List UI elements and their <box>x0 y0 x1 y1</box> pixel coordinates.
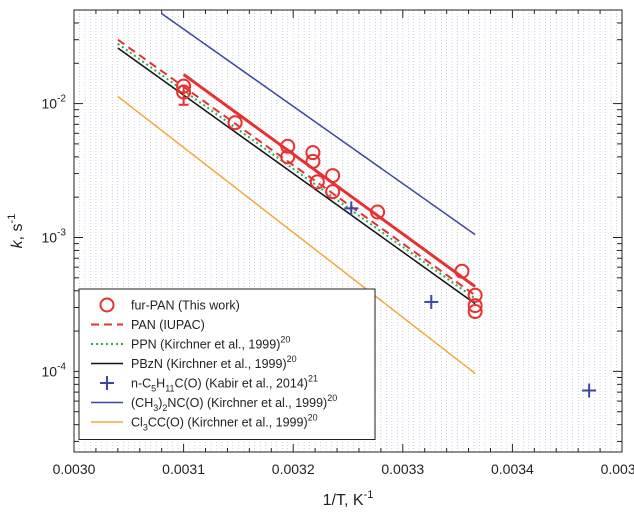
x-tick-label: 0.0032 <box>272 461 315 477</box>
legend-formula-part: ) <box>158 396 162 410</box>
data-point-plus <box>582 383 597 398</box>
data-point-circle <box>467 298 483 314</box>
data-point-circle <box>176 84 192 100</box>
data-point-circle <box>305 153 321 169</box>
x-axis-title-exp: -1 <box>364 489 374 501</box>
data-point-circle <box>454 263 470 279</box>
legend-formula-subscript: 5 <box>151 384 156 394</box>
y-tick-exponent: -2 <box>57 94 66 105</box>
x-tick-label: 0.0035 <box>601 461 634 477</box>
y-tick-base: 10 <box>42 96 58 112</box>
data-point-circle <box>325 168 341 184</box>
series-line-6 <box>161 12 476 236</box>
legend-formula-part: H <box>156 377 165 391</box>
legend-formula-part: C(O) <box>175 377 202 391</box>
legend-label-text: (Kirchner et al., 1999) <box>184 416 308 430</box>
error-bar <box>178 86 189 106</box>
legend-formula-part: n-C <box>131 377 151 391</box>
legend-formula-part: Cl <box>131 416 143 430</box>
data-point-circle <box>370 204 386 220</box>
series-line-3 <box>117 42 476 300</box>
x-tick-label: 0.0033 <box>381 461 424 477</box>
legend-reference: 21 <box>308 374 318 384</box>
legend-formula-subscript: 2 <box>162 403 167 413</box>
data-point-plus <box>424 294 439 309</box>
legend-formula-subscript: 3 <box>143 423 148 433</box>
x-tick-label: 0.0031 <box>162 461 205 477</box>
y-tick-exponent: -4 <box>57 361 66 372</box>
legend-label-text: PAN (IUPAC) <box>131 318 205 332</box>
axes: 0.00300.00310.00320.00330.00340.003510-4… <box>42 10 634 477</box>
data-point-circle <box>305 145 321 161</box>
legend-reference: 20 <box>308 413 318 423</box>
series-layer <box>117 12 597 398</box>
legend-reference: 20 <box>327 393 337 403</box>
data-point-circle <box>176 78 192 94</box>
x-tick-label: 0.0034 <box>491 461 534 477</box>
y-tick-base: 10 <box>42 363 58 379</box>
x-axis-title: 1/T, K-1 <box>323 489 374 509</box>
legend-label: fur-PAN (This work) <box>131 299 240 313</box>
legend-formula-part: (CH <box>131 396 153 410</box>
legend-label-text: (Kirchner et al., 1999) <box>204 396 328 410</box>
series-line-2 <box>117 38 476 297</box>
data-point-plus <box>344 201 359 216</box>
legend-label: PBzN (Kirchner et al., 1999)20 <box>131 354 297 371</box>
y-tick-base: 10 <box>42 229 58 245</box>
y-axis-title: k, s-1 <box>6 214 26 249</box>
data-point-circle <box>467 287 483 303</box>
y-axis-title-exp: -1 <box>6 214 18 224</box>
legend-label-text: PPN (Kirchner et al., 1999) <box>131 338 280 352</box>
legend-label: n-C5H11C(O) (Kabir et al., 2014)21 <box>131 374 318 394</box>
data-point-circle <box>227 115 243 131</box>
data-point-circle <box>467 304 483 320</box>
legend-label: (CH3)2NC(O) (Kirchner et al., 1999)20 <box>131 393 337 413</box>
series-line-4 <box>117 47 476 305</box>
x-axis-title-main: 1/T, K <box>323 492 364 509</box>
y-axis-title-symbol: k <box>9 239 26 248</box>
legend-formula-part: CC(O) <box>148 416 184 430</box>
legend-label: PAN (IUPAC) <box>131 318 205 332</box>
series-line-7 <box>117 95 476 375</box>
legend-box <box>78 288 376 440</box>
legend-label: PPN (Kirchner et al., 1999)20 <box>131 335 290 352</box>
y-tick-label: 10-3 <box>42 227 67 245</box>
legend-label: Cl3CC(O) (Kirchner et al., 1999)20 <box>131 413 318 433</box>
legend-swatch-circle <box>99 297 115 313</box>
legend-formula-part: NC(O) <box>167 396 203 410</box>
legend-formula-subscript: 11 <box>165 384 174 394</box>
legend-label-text: PBzN (Kirchner et al., 1999) <box>131 357 287 371</box>
y-axis-title-unit: , s <box>9 223 26 240</box>
legend-reference: 20 <box>287 354 297 364</box>
legend-swatch-plus <box>100 376 114 390</box>
y-tick-label: 10-4 <box>42 361 67 379</box>
x-tick-label: 0.0030 <box>53 461 96 477</box>
y-tick-label: 10-2 <box>42 94 67 112</box>
data-point-circle <box>280 149 296 165</box>
data-point-circle <box>309 174 325 190</box>
legend-reference: 20 <box>280 335 290 345</box>
data-point-circle <box>280 138 296 154</box>
plot-frame <box>73 9 623 453</box>
data-point-circle <box>325 184 341 200</box>
legend-label-text: fur-PAN (This work) <box>131 299 240 313</box>
y-tick-exponent: -3 <box>57 227 66 238</box>
legend: fur-PAN (This work) PAN (IUPAC) PPN (Kirch… <box>78 288 376 440</box>
legend-formula-subscript: 3 <box>153 403 158 413</box>
legend-label-text: (Kabir et al., 2014) <box>202 377 308 391</box>
